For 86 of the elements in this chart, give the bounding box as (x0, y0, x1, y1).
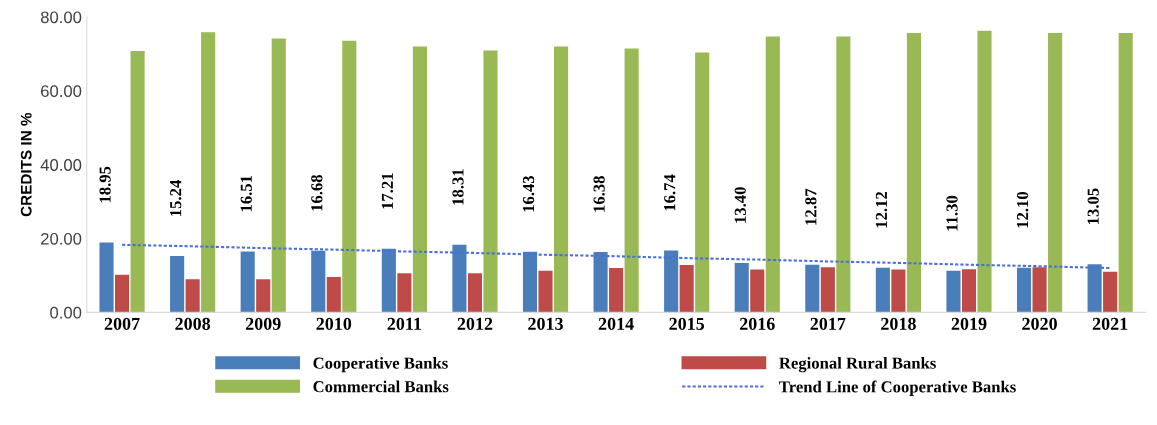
bar (820, 267, 835, 313)
bar (452, 244, 467, 313)
x-tick-label: 2015 (669, 317, 705, 330)
line-series (121, 243, 1112, 270)
bar (805, 264, 820, 313)
bar (664, 250, 679, 313)
bar (1048, 32, 1063, 313)
bar (467, 273, 483, 313)
bar (875, 267, 890, 313)
bar (593, 251, 608, 313)
bar (1103, 271, 1118, 313)
bar (624, 48, 639, 313)
data-label: 18.95 (99, 166, 111, 203)
y-tick-label: 40.00 (40, 159, 82, 171)
x-tick-label: 2020 (1022, 317, 1057, 330)
x-tick-label: 2012 (457, 317, 493, 330)
data-label: 12.10 (1016, 191, 1029, 228)
bar (185, 279, 200, 313)
x-tick-label: 2010 (316, 317, 352, 330)
bar (412, 46, 427, 313)
bar (1032, 267, 1047, 313)
legend-label: Trend Line of Cooperative Banks (779, 380, 1016, 396)
bar (679, 265, 694, 313)
data-label: 11.30 (946, 195, 958, 231)
bar (256, 279, 271, 313)
data-label: 13.05 (1087, 188, 1099, 224)
bar (1016, 267, 1032, 313)
bar (961, 269, 977, 313)
bar (553, 46, 569, 313)
bar (381, 248, 396, 313)
x-tick-label: 2011 (387, 317, 421, 330)
x-tick-label: 2008 (175, 317, 211, 330)
x-tick-label: 2017 (810, 317, 846, 330)
y-tick-label: 60.00 (41, 85, 82, 98)
bar (326, 276, 341, 313)
bar (750, 269, 765, 313)
bar (538, 270, 553, 313)
data-label: 12.12 (875, 191, 888, 228)
data-label: 16.68 (311, 174, 323, 211)
bar (891, 269, 906, 313)
legend-label: Commercial Banks (313, 380, 449, 393)
x-tick-label: 2009 (245, 317, 281, 330)
x-tick-label: 2016 (739, 317, 775, 330)
bar (271, 38, 286, 313)
bar (311, 250, 326, 313)
bar (522, 251, 538, 313)
x-tick-label: 2019 (951, 317, 987, 330)
bar (130, 50, 145, 313)
bar (977, 30, 992, 313)
y-axis-title: CREDITS IN % (20, 112, 32, 217)
x-tick-label: 2013 (528, 317, 563, 330)
y-tick-label: 0.00 (50, 306, 82, 319)
data-label: 16.74 (664, 174, 676, 211)
bar (483, 50, 498, 313)
bar (946, 270, 961, 313)
data-label: 16.51 (240, 175, 252, 212)
bar (99, 242, 114, 313)
x-tick-label: 2018 (881, 317, 916, 330)
bar (609, 268, 624, 313)
data-label: 16.43 (522, 175, 535, 212)
data-label: 18.31 (452, 169, 464, 205)
bar (836, 36, 851, 313)
legend-label: Regional Rural Banks (779, 357, 936, 373)
x-tick-label: 2014 (598, 317, 634, 330)
bar (1087, 264, 1102, 313)
x-tick-label: 2007 (104, 317, 140, 330)
data-label: 15.24 (170, 180, 182, 216)
bar (240, 251, 255, 313)
bar (734, 262, 749, 313)
x-tick-label: 2021 (1092, 317, 1128, 330)
y-tick-label: 20.00 (41, 232, 82, 245)
bar (695, 52, 710, 313)
data-label: 17.21 (381, 173, 394, 209)
bar (115, 274, 130, 313)
bar (170, 256, 185, 313)
data-label: 16.38 (593, 176, 605, 212)
data-label: 12.87 (805, 188, 817, 225)
data-label: 13.40 (734, 187, 746, 223)
bar (342, 40, 357, 313)
bar (765, 36, 780, 313)
y-tick-label: 80.00 (40, 11, 82, 24)
legend-label: Cooperative Banks (313, 357, 448, 373)
bar (201, 32, 216, 313)
bar (1118, 32, 1133, 313)
bar (906, 32, 921, 313)
bar (397, 273, 412, 313)
